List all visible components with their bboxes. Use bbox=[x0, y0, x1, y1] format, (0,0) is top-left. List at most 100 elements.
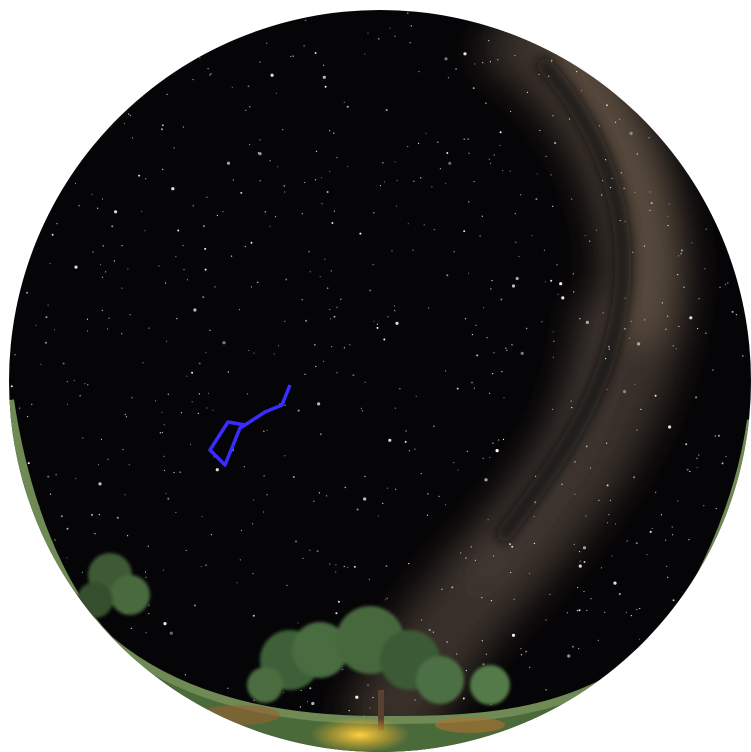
star bbox=[571, 401, 572, 402]
star bbox=[468, 139, 469, 140]
star bbox=[409, 450, 410, 451]
star bbox=[253, 573, 254, 574]
star bbox=[500, 131, 502, 133]
star bbox=[577, 610, 578, 611]
star bbox=[227, 688, 228, 689]
star bbox=[138, 175, 140, 177]
star bbox=[344, 566, 345, 567]
star bbox=[167, 94, 168, 95]
star bbox=[485, 103, 486, 104]
star bbox=[493, 352, 494, 353]
star bbox=[74, 380, 75, 381]
star bbox=[567, 654, 570, 657]
star bbox=[347, 567, 348, 568]
star bbox=[383, 339, 385, 341]
star bbox=[630, 132, 633, 135]
star bbox=[313, 501, 314, 502]
star bbox=[668, 225, 669, 226]
star bbox=[586, 610, 587, 611]
star bbox=[604, 612, 605, 613]
star bbox=[93, 251, 94, 252]
star bbox=[414, 449, 415, 450]
star bbox=[61, 515, 63, 517]
star bbox=[117, 517, 119, 519]
star bbox=[395, 489, 396, 490]
star bbox=[161, 412, 162, 413]
star bbox=[474, 181, 475, 182]
star bbox=[571, 199, 572, 200]
star bbox=[483, 458, 484, 459]
star bbox=[130, 314, 131, 315]
star bbox=[31, 404, 32, 405]
star bbox=[254, 353, 255, 354]
star bbox=[394, 310, 395, 311]
star bbox=[609, 349, 610, 350]
star bbox=[511, 546, 513, 548]
star bbox=[529, 573, 530, 574]
star bbox=[347, 166, 348, 167]
star bbox=[359, 233, 361, 235]
star bbox=[510, 572, 511, 573]
star bbox=[284, 455, 285, 456]
star bbox=[475, 325, 476, 326]
star bbox=[465, 558, 466, 559]
star bbox=[632, 252, 633, 253]
star bbox=[283, 185, 285, 187]
star bbox=[228, 371, 229, 372]
star bbox=[75, 478, 76, 479]
star bbox=[199, 57, 200, 58]
star bbox=[433, 632, 434, 633]
star bbox=[128, 114, 129, 115]
star bbox=[606, 389, 607, 390]
star bbox=[67, 404, 68, 405]
star bbox=[132, 137, 133, 138]
star bbox=[411, 25, 412, 26]
star bbox=[276, 93, 277, 94]
star bbox=[265, 211, 266, 212]
star bbox=[158, 265, 159, 266]
star bbox=[579, 609, 581, 611]
star bbox=[672, 534, 673, 535]
star bbox=[418, 143, 419, 144]
star bbox=[407, 13, 408, 14]
star bbox=[82, 437, 83, 438]
star bbox=[258, 152, 261, 155]
star bbox=[364, 53, 365, 54]
star bbox=[637, 153, 638, 154]
star bbox=[49, 263, 50, 264]
star bbox=[718, 435, 720, 437]
star bbox=[331, 346, 332, 347]
star bbox=[364, 476, 365, 477]
star bbox=[589, 241, 590, 242]
star bbox=[324, 259, 325, 260]
star bbox=[579, 318, 580, 319]
star bbox=[631, 321, 632, 322]
star bbox=[621, 172, 622, 173]
star bbox=[193, 205, 194, 206]
star bbox=[688, 539, 689, 540]
star bbox=[408, 563, 409, 564]
star bbox=[602, 180, 603, 181]
star bbox=[316, 151, 317, 152]
star bbox=[475, 560, 476, 561]
star bbox=[367, 33, 368, 34]
star bbox=[685, 443, 687, 445]
star bbox=[395, 408, 396, 409]
star bbox=[732, 311, 734, 313]
star bbox=[503, 397, 504, 398]
star bbox=[131, 628, 132, 629]
star bbox=[203, 225, 205, 227]
star bbox=[634, 384, 635, 385]
star bbox=[277, 166, 278, 167]
star bbox=[586, 321, 589, 324]
star bbox=[482, 62, 483, 63]
star bbox=[244, 466, 245, 467]
star bbox=[209, 74, 210, 75]
star bbox=[483, 663, 485, 665]
star bbox=[385, 599, 386, 600]
star bbox=[395, 322, 398, 325]
star bbox=[584, 561, 586, 563]
star bbox=[698, 454, 699, 455]
star bbox=[501, 371, 502, 372]
star bbox=[338, 601, 340, 603]
